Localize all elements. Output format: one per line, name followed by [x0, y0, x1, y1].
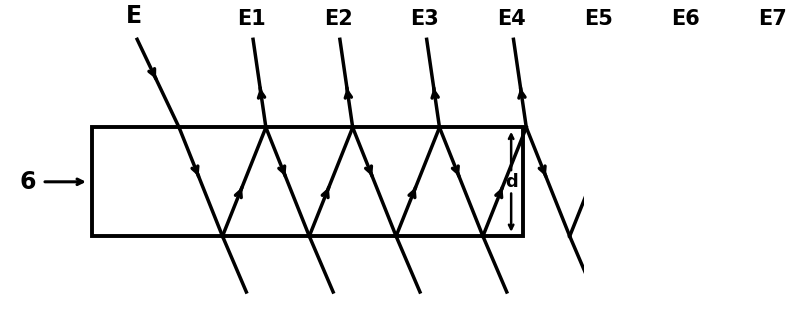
- Text: E7: E7: [758, 9, 786, 29]
- Bar: [92, 128, 523, 236]
- Text: E: E: [126, 3, 142, 28]
- Text: 6: 6: [19, 170, 36, 194]
- Text: E3: E3: [410, 9, 439, 29]
- Text: E5: E5: [584, 9, 613, 29]
- Text: E4: E4: [498, 9, 526, 29]
- Text: d: d: [505, 173, 518, 191]
- Text: E2: E2: [324, 9, 353, 29]
- Text: E6: E6: [671, 9, 700, 29]
- Text: E1: E1: [237, 9, 266, 29]
